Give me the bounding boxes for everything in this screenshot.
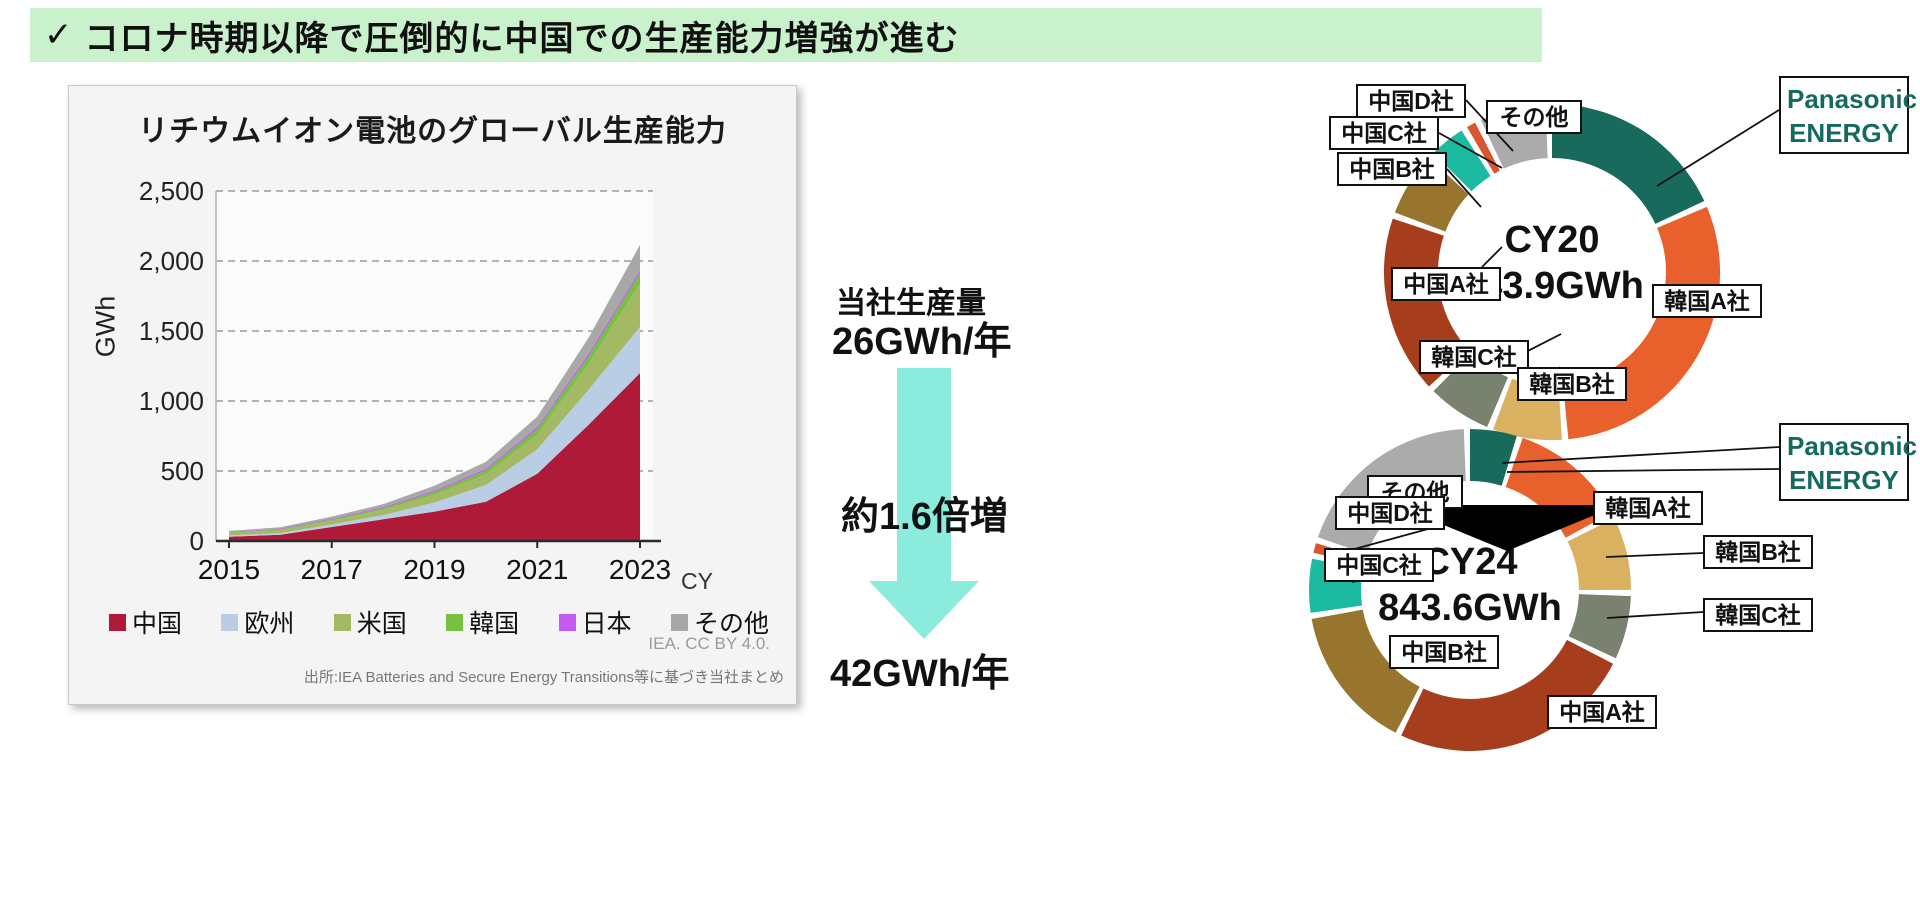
growth-arrow-shaft: [897, 368, 951, 582]
legend-swatch: [333, 613, 351, 631]
legend-swatch: [109, 613, 126, 631]
legend-item-2: 米国: [333, 604, 407, 640]
callout-cy24-panasonic-line1: Panasonic: [1787, 431, 1918, 461]
callout-cy24-korea-a: 韓国A社: [1593, 491, 1703, 525]
donut-cy24-total: 843.6GWh: [1378, 586, 1562, 629]
donut-cy20-year: CY20: [1504, 219, 1600, 261]
svg-text:2019: 2019: [403, 554, 465, 585]
current-production-value: 26GWh/年: [832, 321, 1012, 363]
donut-segment-Panasonic ENERGY: [1552, 104, 1705, 224]
svg-text:1,000: 1,000: [139, 386, 204, 416]
callout-cy20-panasonic-line1: Panasonic: [1787, 84, 1918, 114]
stacked-area-chart: 0 500 1,000 1,500 2,000 2,500 2015 2017 2019 2021…: [139, 176, 671, 585]
svg-text:2,500: 2,500: [139, 176, 204, 206]
donut-segment-Panasonic ENERGY: [1470, 429, 1517, 486]
svg-text:2015: 2015: [198, 554, 260, 585]
callout-cy20-china-b: 中国B社: [1337, 152, 1447, 186]
svg-text:0: 0: [190, 526, 204, 556]
donut-segment-中国B社: [1311, 609, 1420, 733]
growth-arrow-head-icon: [869, 581, 979, 639]
svg-text:2017: 2017: [301, 554, 363, 585]
legend-item-0: 中国: [109, 604, 182, 640]
callout-cy20-panasonic: Panasonic ENERGY: [1779, 76, 1918, 154]
callout-cy24-china-b: 中国B社: [1389, 635, 1499, 669]
legend-label: 中国: [132, 610, 183, 638]
svg-text:500: 500: [161, 456, 204, 486]
legend-item-4: 日本: [558, 604, 632, 640]
donut-segment-韓国C社: [1568, 594, 1631, 659]
legend-item-3: 韓国: [446, 604, 519, 640]
x-axis-note: CY: [681, 568, 713, 594]
svg-text:2,000: 2,000: [139, 246, 204, 276]
check-icon: ✓: [44, 16, 73, 54]
callout-cy20-others: その他: [1486, 100, 1582, 134]
donut-segment-中国B社: [1394, 157, 1469, 232]
capacity-chart-card: リチウムイオン電池のグローバル生産能力 0 500 1,000 1,500 2,000 2…: [68, 85, 797, 705]
chart-title: リチウムイオン電池のグローバル生産能力: [138, 115, 727, 148]
growth-multiplier-label: 約1.6倍増: [841, 496, 1008, 538]
callout-cy24-china-c: 中国C社: [1324, 548, 1434, 582]
legend-item-5: その他: [670, 604, 769, 640]
callout-cy24-china-d: 中国D社: [1335, 496, 1445, 530]
callout-cy24-panasonic-line2: ENERGY: [1789, 465, 1899, 495]
legend-label: 日本: [581, 610, 632, 638]
legend-label: その他: [693, 610, 769, 638]
y-axis-label: GWh: [90, 295, 121, 358]
legend-label: 韓国: [469, 610, 520, 638]
header-banner: ✓ コロナ時期以降で圧倒的に中国での生産能力増強が進む: [30, 8, 1542, 62]
legend-swatch: [446, 613, 464, 631]
company-production-label: 当社生産量: [836, 287, 986, 320]
attribution-text: IEA. CC BY 4.0.: [648, 634, 770, 653]
header-title: コロナ時期以降で圧倒的に中国での生産能力増強が進む: [84, 19, 960, 58]
callout-cy20-china-c: 中国C社: [1329, 116, 1439, 150]
callout-cy20-korea-c: 韓国C社: [1419, 340, 1529, 374]
legend-label: 欧州: [244, 610, 295, 638]
future-production-value: 42GWh/年: [830, 653, 1010, 695]
callout-cy20-korea-b: 韓国B社: [1517, 367, 1627, 401]
callout-cy20-panasonic-line2: ENERGY: [1789, 118, 1899, 148]
callout-cy20-korea-a: 韓国A社: [1652, 284, 1762, 318]
callout-cy24-korea-b: 韓国B社: [1703, 535, 1813, 569]
legend-swatch: [221, 613, 239, 631]
legend-swatch: [670, 613, 688, 631]
chart-legend: 中国 欧州 米国 韓国 日本 その他: [109, 604, 769, 640]
source-text: 出所:IEA Batteries and Secure Energy Trans…: [303, 669, 784, 686]
callout-cy24-panasonic: Panasonic ENERGY: [1779, 423, 1918, 501]
callout-cy20-china-d: 中国D社: [1356, 84, 1466, 118]
svg-text:1,500: 1,500: [139, 316, 204, 346]
callout-cy20-china-a: 中国A社: [1391, 267, 1501, 301]
legend-swatch: [558, 613, 576, 631]
legend-item-1: 欧州: [221, 604, 294, 640]
legend-label: 米国: [356, 610, 407, 638]
svg-text:2021: 2021: [506, 554, 568, 585]
callout-cy24-korea-c: 韓国C社: [1703, 598, 1813, 632]
callout-cy24-china-a: 中国A社: [1547, 695, 1657, 729]
svg-text:2023: 2023: [609, 554, 671, 585]
